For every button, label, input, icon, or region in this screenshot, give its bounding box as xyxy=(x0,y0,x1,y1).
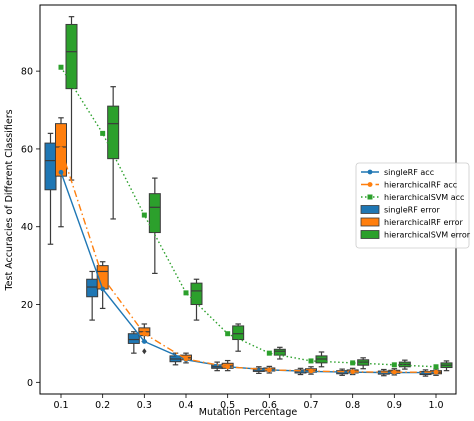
point-hierarchicalsvm-acc xyxy=(308,358,314,364)
legend-marker xyxy=(367,182,373,187)
point-hierarchicalrf-acc xyxy=(350,369,356,375)
legend: singleRF acc hierarchicalRF acc hierarchic… xyxy=(355,162,471,249)
box-hierarchicalsvm-error xyxy=(440,360,453,372)
point-singlerf-acc xyxy=(141,339,147,344)
x-tick-label: 0.2 xyxy=(95,400,110,411)
point-hierarchicalrf-acc xyxy=(391,369,397,375)
box-iqr xyxy=(86,278,99,298)
point-hierarchicalsvm-acc xyxy=(350,360,356,366)
point-hierarchicalrf-acc xyxy=(433,369,439,375)
y-tick-label: 20 xyxy=(21,300,33,311)
box-hierarchicalsvm-error xyxy=(357,357,370,370)
line-hierarchicalrf-acc xyxy=(60,148,436,373)
line-hierarchicalsvm-acc xyxy=(60,66,437,368)
y-tick-label: 60 xyxy=(21,144,33,155)
x-axis-label: Mutation Percentage xyxy=(199,407,298,418)
x-tick-label: 0.4 xyxy=(178,400,193,411)
box-hierarchicalsvm-error xyxy=(232,323,245,352)
legend-label-hierarchicalrf-error: hierarchicalRF error xyxy=(384,218,464,227)
point-hierarchicalsvm-acc xyxy=(266,350,272,356)
x-tick-label: 0.7 xyxy=(303,400,318,411)
point-hierarchicalrf-acc xyxy=(183,356,189,362)
line-singlerf-acc xyxy=(60,172,436,374)
x-tick-label: 0.5 xyxy=(220,400,235,411)
x-tick-label: 0.1 xyxy=(53,400,68,411)
box-iqr xyxy=(148,193,161,234)
x-tick-label: 0.8 xyxy=(345,400,360,411)
y-tick-label: 40 xyxy=(21,222,33,233)
legend-label-hierarchicalsvm-acc: hierarchicalSVM acc xyxy=(384,193,464,202)
box-hierarchicalsvm-error xyxy=(65,16,78,181)
box-hierarchicalsvm-error xyxy=(190,278,203,321)
legend-label-hierarchicalrf-acc: hierarchicalRF acc xyxy=(384,181,457,190)
box-iqr xyxy=(127,333,140,344)
box-iqr xyxy=(107,105,120,160)
line-layer xyxy=(58,64,439,376)
legend-marker xyxy=(367,194,373,200)
point-hierarchicalrf-acc xyxy=(225,364,231,370)
point-hierarchicalrf-acc xyxy=(58,146,64,152)
point-hierarchicalrf-acc xyxy=(266,367,272,373)
box-hierarchicalsvm-error xyxy=(107,86,120,220)
point-hierarchicalsvm-acc xyxy=(58,64,64,70)
box-iqr xyxy=(190,282,203,306)
point-hierarchicalsvm-acc xyxy=(433,364,439,370)
legend-marker xyxy=(367,169,373,175)
point-singlerf-acc xyxy=(100,286,106,292)
box-iqr xyxy=(65,23,78,90)
point-hierarchicalrf-acc xyxy=(141,331,147,337)
legend-swatch-hierarchicalsvm-error xyxy=(360,230,380,239)
legend-swatch-hierarchicalrf-error xyxy=(360,217,380,227)
x-tick-label: 0.3 xyxy=(137,400,152,411)
box-iqr xyxy=(232,325,245,341)
point-hierarchicalrf-acc xyxy=(100,274,106,280)
legend-frame xyxy=(355,162,470,249)
point-hierarchicalsvm-acc xyxy=(391,362,397,368)
y-axis-label: Test Accuracies of Different Classifiers xyxy=(4,109,15,291)
x-tick-label: 0.6 xyxy=(262,400,277,411)
box-hierarchicalsvm-error xyxy=(315,351,328,368)
x-tick-label: 1.0 xyxy=(428,400,443,411)
y-axis: 0 20 40 60 80 xyxy=(21,67,40,389)
flier-point xyxy=(142,348,147,355)
legend-label-singlerf-acc: singleRF acc xyxy=(384,168,434,177)
box-hierarchicalsvm-error xyxy=(148,177,161,275)
legend-swatch-singlerf-error xyxy=(360,205,380,214)
point-hierarchicalsvm-acc xyxy=(183,290,189,296)
point-hierarchicalsvm-acc xyxy=(225,331,231,337)
box-iqr xyxy=(44,142,57,191)
legend-label-hierarchicalsvm-error: hierarchicalSVM error xyxy=(384,231,471,240)
y-tick-label: 0 xyxy=(27,378,33,389)
x-axis: 0.1 0.2 0.3 0.4 0.5 0.6 0.7 0.8 0.9 1.0 xyxy=(53,394,444,411)
point-hierarchicalsvm-acc xyxy=(100,130,106,136)
point-singlerf-acc xyxy=(58,169,64,175)
box-singlerf-error xyxy=(127,331,140,354)
point-hierarchicalrf-acc xyxy=(308,368,314,374)
x-tick-label: 0.9 xyxy=(387,400,402,411)
y-tick-label: 80 xyxy=(21,67,33,78)
legend-label-singlerf-error: singleRF error xyxy=(384,206,440,215)
point-hierarchicalsvm-acc xyxy=(141,212,147,218)
